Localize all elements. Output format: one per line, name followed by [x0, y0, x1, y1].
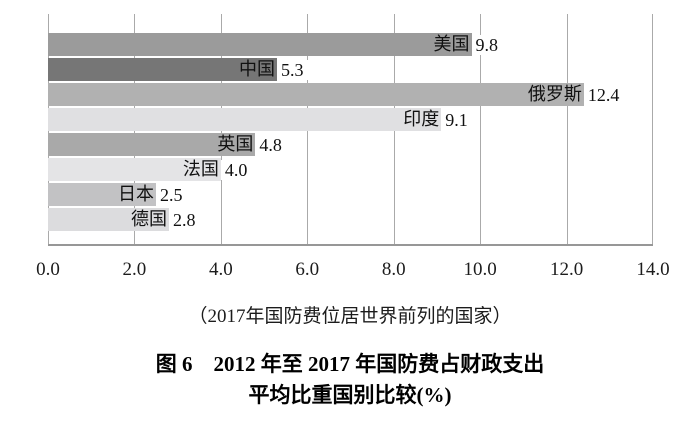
bar-德国: 德国: [48, 208, 169, 231]
bar-row: 印度 9.1: [48, 108, 472, 131]
bar-row: 法国 4.0: [48, 158, 252, 181]
bar-category-label: 中国: [239, 59, 276, 79]
bar-row: 日本 2.5: [48, 183, 187, 206]
bar-value-label: 9.8: [471, 34, 502, 55]
x-tick-label: 0.0: [36, 259, 60, 280]
bar-中国: 中国: [48, 58, 278, 81]
bar-印度: 印度: [48, 108, 442, 131]
plot-area: 美国 9.8 中国 5.3 俄罗斯 12.4 印度 9.1 英国 4.8 法国 4.0 日本 2.5 德国 2…: [48, 14, 653, 246]
figure-title-line2: 平均比重国别比较(%): [248, 383, 452, 407]
bar-俄罗斯: 俄罗斯: [48, 83, 584, 106]
bar-category-label: 日本: [118, 184, 155, 204]
bar-value-label: 4.0: [220, 159, 252, 180]
chart-caption: （2017年国防费位居世界前列的国家）: [188, 306, 512, 327]
figure-title-line1: 图 6 2012 年至 2017 年国防费占财政支出: [155, 352, 545, 376]
bar-value-label: 4.8: [255, 134, 286, 155]
bar-category-label: 俄罗斯: [527, 84, 582, 104]
bar-row: 德国 2.8: [48, 208, 200, 231]
bar-value-label: 5.3: [277, 59, 308, 80]
bar-row: 中国 5.3: [48, 58, 308, 81]
bar-日本: 日本: [48, 183, 157, 206]
bar-英国: 英国: [48, 133, 256, 156]
x-tick-label: 4.0: [208, 259, 233, 280]
bar-value-label: 2.8: [169, 209, 200, 230]
x-tick-label: 8.0: [381, 259, 406, 280]
x-tick-label: 12.0: [549, 259, 584, 280]
bar-value-label: 12.4: [583, 84, 624, 105]
bar-row: 俄罗斯 12.4: [48, 83, 624, 106]
bar-row: 美国 9.8: [48, 33, 502, 56]
bar-row: 英国 4.8: [48, 133, 286, 156]
gridline-x-12.0: [566, 14, 568, 244]
gridline-x-10.0: [480, 14, 482, 244]
bar-法国: 法国: [48, 158, 221, 181]
x-tick-label: 14.0: [636, 259, 670, 280]
gridline-x-14.0: [652, 14, 653, 244]
bar-value-label: 9.1: [441, 109, 472, 130]
x-tick-label: 10.0: [463, 259, 497, 280]
bar-category-label: 法国: [182, 159, 219, 179]
x-tick-label: 2.0: [122, 259, 147, 280]
bar-category-label: 印度: [403, 109, 440, 129]
bar-category-label: 德国: [131, 209, 167, 229]
bar-美国: 美国: [48, 33, 472, 56]
bar-category-label: 美国: [433, 34, 470, 54]
x-tick-label: 6.0: [295, 259, 320, 280]
bar-category-label: 英国: [217, 134, 254, 154]
bar-value-label: 2.5: [156, 184, 187, 205]
